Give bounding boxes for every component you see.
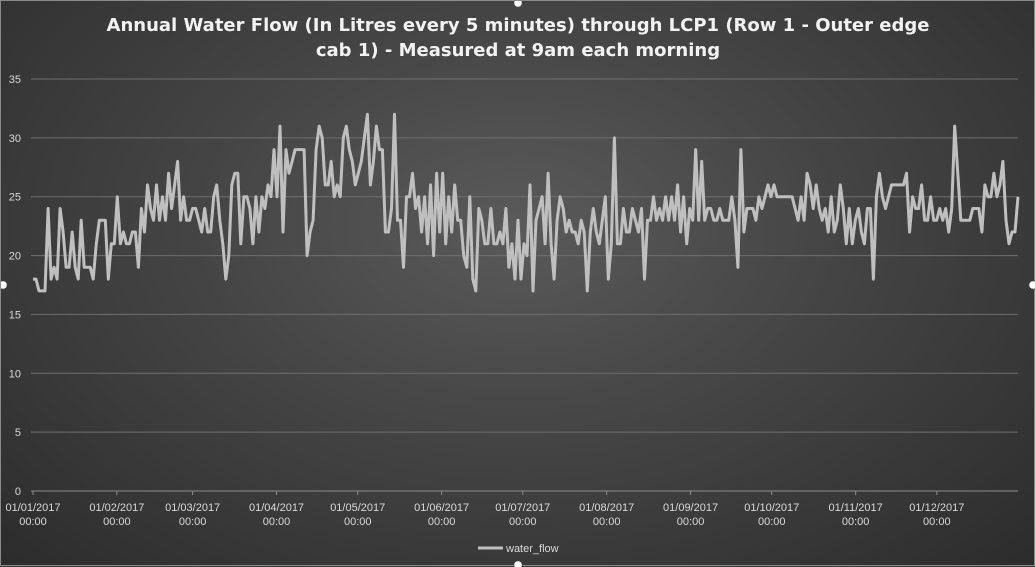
legend-label-water-flow: water_flow: [505, 543, 559, 555]
y-tick-label: 10: [9, 368, 21, 380]
x-tick-label: 01/10/2017 00:00: [744, 502, 799, 528]
y-tick-label: 15: [9, 309, 21, 321]
x-tick-label: 01/07/2017 00:00: [495, 502, 550, 528]
x-tick-label: 01/06/2017 00:00: [414, 502, 469, 528]
resize-handle-top[interactable]: [513, 1, 523, 8]
x-tick-label: 01/02/2017 00:00: [89, 502, 144, 528]
legend: water_flow: [478, 543, 559, 555]
chart-title-line-2: cab 1) - Measured at 9am each morning: [316, 40, 720, 61]
x-tick-label: 01/05/2017 00:00: [330, 502, 385, 528]
y-tick-label: 25: [9, 192, 21, 204]
resize-handle-left[interactable]: [1, 280, 8, 290]
y-tick-label: 5: [15, 427, 21, 439]
resize-handle-bottom[interactable]: [513, 560, 523, 567]
y-tick-label: 30: [9, 133, 21, 145]
x-tick-label: 01/03/2017 00:00: [165, 502, 220, 528]
y-tick-label: 0: [15, 486, 21, 498]
y-tick-label: 35: [9, 74, 21, 86]
y-axis-ticks: 0 5 10 15 20 25 30 35: [9, 74, 21, 498]
x-tick-label: 01/12/2017 00:00: [909, 502, 964, 528]
x-tick-label: 01/01/2017 00:00: [5, 502, 60, 528]
gridlines: [31, 78, 1018, 492]
chart-title-line-1: Annual Water Flow (In Litres every 5 min…: [107, 15, 930, 36]
x-tick-label: 01/08/2017 00:00: [579, 502, 634, 528]
series-line-water-flow: [33, 112, 1020, 293]
series-layer: [33, 112, 1020, 293]
x-axis-ticks: 01/01/2017 00:00 01/02/2017 00:00 01/03/2017…: [5, 491, 964, 528]
resize-handle-right[interactable]: [1028, 280, 1035, 290]
x-tick-label: 01/04/2017 00:00: [249, 502, 304, 528]
x-tick-label: 01/11/2017 00:00: [829, 502, 883, 528]
y-tick-label: 20: [9, 251, 21, 263]
x-tick-label: 01/09/2017 00:00: [663, 502, 718, 528]
